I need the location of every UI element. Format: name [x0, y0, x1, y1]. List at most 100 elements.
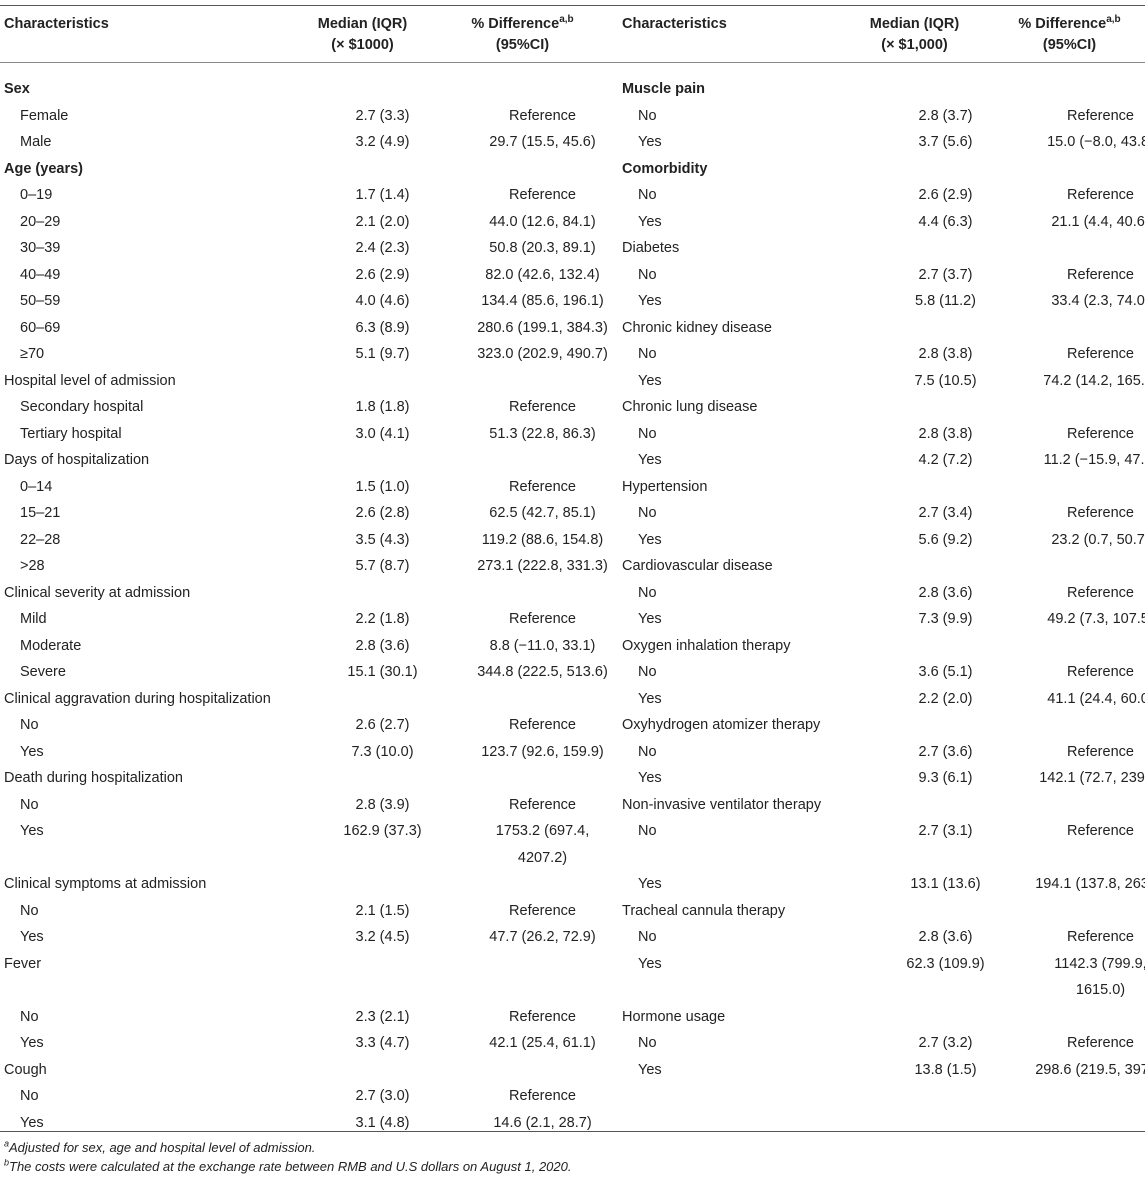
row-label: Clinical symptoms at admission	[4, 876, 207, 892]
table-row: Hospital level of admission	[4, 368, 640, 395]
row-label: Hypertension	[622, 478, 708, 495]
row-label: Diabetes	[622, 240, 680, 256]
row-label: Age (years)	[4, 160, 83, 177]
row-median: 5.1 (9.7)	[355, 346, 410, 362]
table-row: Yes 13.1 (13.6) 194.1 (137.8, 263.9)	[622, 871, 1145, 898]
row-difference	[992, 474, 1145, 501]
header-characteristics-left: Characteristics	[4, 16, 109, 32]
row-median: 2.7 (3.2)	[918, 1035, 973, 1051]
row-difference: Reference	[1067, 823, 1134, 839]
row-median	[867, 235, 992, 262]
row-difference: 344.8 (222.5, 513.6)	[477, 664, 608, 680]
row-difference	[429, 951, 624, 1004]
row-label: Clinical severity at admission	[4, 584, 191, 601]
row-label: 40–49	[20, 266, 61, 283]
row-median: 5.6 (9.2)	[918, 531, 973, 548]
table-row: 20–29 2.1 (2.0) 44.0 (12.6, 84.1)	[4, 209, 640, 236]
row-difference	[429, 1057, 624, 1084]
row-difference: 323.0 (202.9, 490.7)	[477, 346, 608, 362]
row-label: Yes	[638, 293, 662, 309]
row-difference: Reference	[1067, 743, 1134, 760]
row-label: Female	[20, 107, 69, 124]
row-median: 6.3 (8.9)	[355, 319, 410, 336]
table-row: Yes 62.3 (109.9) 1142.3 (799.9, 1615.0)	[622, 951, 1145, 1004]
row-difference	[429, 368, 624, 395]
top-rule	[0, 5, 1145, 6]
table-row: Yes 5.8 (11.2) 33.4 (2.3, 74.0)	[622, 288, 1145, 315]
row-median: 1.7 (1.4)	[355, 187, 410, 203]
row-label: Mild	[20, 611, 47, 627]
row-median: 1.8 (1.8)	[355, 399, 410, 415]
table-row: Muscle pain	[622, 76, 1145, 103]
row-label: Yes	[638, 213, 662, 230]
row-difference: 33.4 (2.3, 74.0)	[1051, 293, 1145, 309]
row-median: 15.1 (30.1)	[347, 664, 418, 680]
row-median	[304, 765, 429, 792]
table-row: Death during hospitalization	[4, 765, 640, 792]
table-row: No 2.6 (2.7) Reference	[4, 712, 640, 739]
row-median: 4.0 (4.6)	[355, 293, 410, 309]
table-row: Moderate 2.8 (3.6) 8.8 (−11.0, 33.1)	[4, 633, 640, 660]
row-label: No	[638, 187, 657, 203]
row-label: Hospital level of admission	[4, 372, 176, 389]
table-row: 0–14 1.5 (1.0) Reference	[4, 474, 640, 501]
row-difference	[992, 633, 1145, 660]
row-median: 2.7 (3.4)	[918, 505, 973, 521]
row-label: No	[638, 425, 657, 442]
table-row: >28 5.7 (8.7) 273.1 (222.8, 331.3)	[4, 553, 640, 580]
row-label: Non-invasive ventilator therapy	[622, 796, 822, 813]
row-label: No	[638, 505, 657, 521]
table-row: Days of hospitalization	[4, 447, 640, 474]
row-median: 2.7 (3.3)	[355, 107, 410, 124]
row-difference: Reference	[1067, 664, 1134, 680]
row-median: 2.6 (2.9)	[918, 187, 973, 203]
row-label: No	[638, 929, 657, 945]
table-row: Yes 7.5 (10.5) 74.2 (14.2, 165.6)	[622, 368, 1145, 395]
row-label: Comorbidity	[622, 160, 708, 177]
row-difference	[429, 871, 624, 898]
table-row: Age (years)	[4, 156, 640, 183]
table-row: Yes 7.3 (10.0) 123.7 (92.6, 159.9)	[4, 739, 640, 766]
header-median-left: Median (IQR) (× $1000)	[317, 16, 408, 53]
row-difference-line2: 1615.0)	[1075, 982, 1126, 998]
row-median	[867, 315, 992, 342]
row-median: 3.3 (4.7)	[355, 1035, 410, 1051]
row-label: Yes	[638, 372, 662, 389]
table-row: No 2.7 (3.1) Reference	[622, 818, 1145, 871]
row-median: 4.4 (6.3)	[918, 213, 973, 230]
row-label: No	[638, 266, 657, 283]
header-characteristics-right: Characteristics	[622, 16, 727, 32]
row-difference: 15.0 (−8.0, 43.8)	[1047, 134, 1145, 150]
row-label: ≥70	[20, 346, 45, 362]
row-median	[867, 633, 992, 660]
row-difference: Reference	[1067, 107, 1134, 124]
row-label: No	[20, 796, 39, 813]
row-median: 2.6 (2.9)	[355, 266, 410, 283]
row-label: Yes	[638, 955, 662, 972]
row-difference: 194.1 (137.8, 263.9)	[1035, 876, 1145, 892]
row-label: 60–69	[20, 319, 61, 336]
table-row: No 2.7 (3.4) Reference	[622, 500, 1145, 527]
table-row: Sex	[4, 76, 640, 103]
row-median: 3.7 (5.6)	[918, 134, 973, 150]
row-label: Yes	[638, 611, 662, 627]
row-median: 2.8 (3.8)	[918, 346, 973, 362]
row-median: 3.6 (5.1)	[918, 664, 973, 680]
table-row: Oxygen inhalation therapy	[622, 633, 1145, 660]
table-row: Yes 4.2 (7.2) 11.2 (−15.9, 47.1)	[622, 447, 1145, 474]
row-difference: Reference	[509, 902, 576, 919]
table-row: Chronic lung disease	[622, 394, 1145, 421]
right-column-body: Muscle pain No 2.8 (3.7) Reference Yes 3.7 (5…	[622, 76, 1145, 1083]
row-difference: Reference	[509, 478, 576, 495]
row-label: Yes	[638, 876, 662, 892]
row-median	[304, 1057, 429, 1084]
row-difference: Reference	[509, 399, 576, 415]
row-median: 3.5 (4.3)	[355, 531, 410, 548]
row-label: Yes	[638, 690, 662, 707]
table-row: Clinical symptoms at admission	[4, 871, 640, 898]
row-label: Cardiovascular disease	[622, 558, 773, 574]
row-label: Yes	[638, 531, 662, 548]
table-row: No 2.8 (3.6) Reference	[622, 924, 1145, 951]
row-median: 2.7 (3.7)	[918, 266, 973, 283]
row-difference: Reference	[509, 1088, 576, 1104]
